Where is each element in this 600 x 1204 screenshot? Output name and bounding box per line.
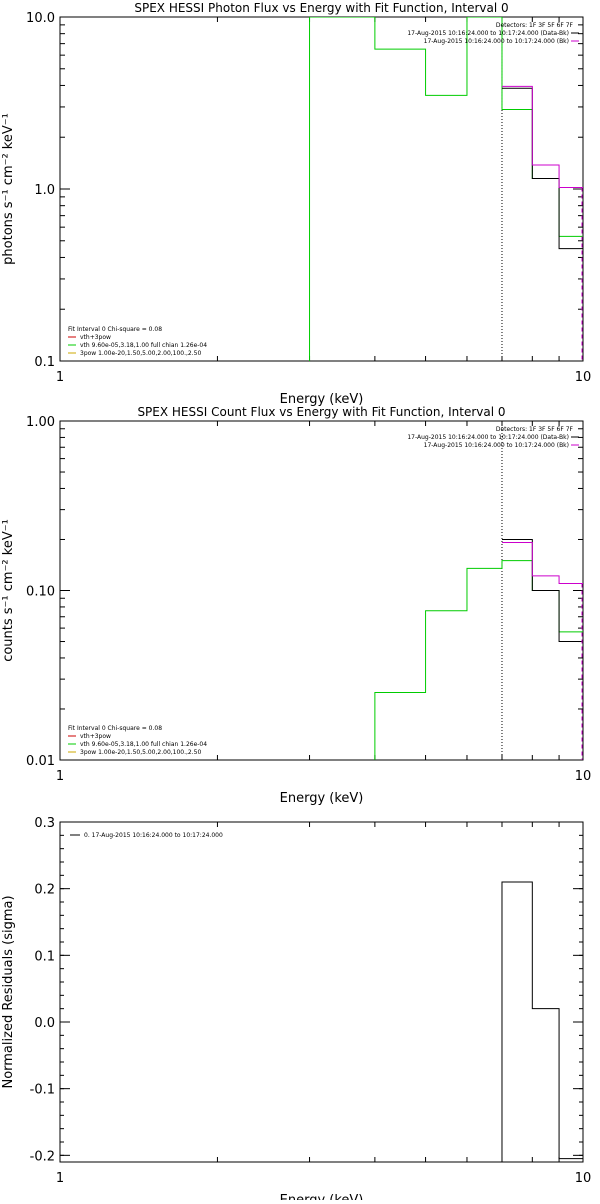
series-1-step-line	[501, 87, 583, 250]
x-tick-label: 1	[56, 769, 64, 784]
legend-entry: 17-Aug-2015 10:16:24.000 to 10:17:24.000…	[407, 30, 569, 37]
x-axis-label: Energy (keV)	[280, 1193, 364, 1200]
y-tick-label: 0.10	[26, 585, 55, 600]
series-1-step-line	[501, 538, 583, 643]
y-tick-label: 0.1	[34, 949, 55, 964]
y-tick-label: 0.0	[34, 1016, 55, 1031]
legend-entry: 17-Aug-2015 10:16:24.000 to 10:17:24.000…	[424, 38, 569, 45]
plot-frame	[59, 16, 584, 362]
x-axis-label: Energy (keV)	[280, 392, 364, 407]
legend-entry: vth 9.60e-05,3.18,1.00 full chian 1.26e-…	[80, 741, 207, 748]
legend-entry: 0. 17-Aug-2015 10:16:24.000 to 10:17:24.…	[84, 832, 223, 839]
y-tick-label: 10.0	[26, 11, 55, 26]
legend-entry: 17-Aug-2015 10:16:24.000 to 10:17:24.000…	[424, 442, 569, 449]
series-2-step-line	[501, 541, 583, 584]
x-tick-label: 10	[575, 370, 592, 385]
plot-frame	[59, 821, 584, 1163]
chart-title: SPEX HESSI Count Flux vs Energy with Fit…	[137, 405, 505, 419]
y-axis-label: counts s⁻¹ cm⁻² keV⁻¹	[1, 519, 16, 662]
fit-info: Fit Interval 0 Chi-square = 0.08	[68, 725, 162, 732]
legend-detectors: Detectors: 1F 3F 5F 6F 7F	[496, 22, 574, 29]
y-tick-label: 1.0	[34, 183, 55, 198]
legend-entry: vth 9.60e-05,3.18,1.00 full chian 1.26e-…	[80, 342, 207, 349]
legend-detectors: Detectors: 1F 3F 5F 6F 7F	[496, 426, 574, 433]
x-axis-label: Energy (keV)	[280, 791, 364, 806]
y-tick-label: 0.2	[34, 883, 55, 898]
y-tick-label: 0.1	[34, 355, 55, 370]
plot-frame	[59, 420, 584, 761]
y-axis-label: Normalized Residuals (sigma)	[1, 895, 16, 1088]
legend-entry: 3pow 1.00e-20,1.50,5.00,2.00,100.,2.50	[80, 749, 201, 756]
legend-entry: vth+3pow	[80, 334, 111, 341]
y-tick-label: 0.01	[26, 754, 55, 769]
y-tick-label: 1.00	[26, 415, 55, 430]
y-tick-label: -0.2	[30, 1149, 55, 1164]
y-tick-label: 0.3	[34, 816, 55, 831]
x-tick-label: 10	[575, 769, 592, 784]
series-2-step-line	[501, 85, 583, 189]
series-0-step-line	[309, 17, 583, 361]
x-tick-label: 10	[575, 1171, 592, 1186]
y-tick-label: -0.1	[30, 1083, 55, 1098]
x-tick-label: 1	[56, 1171, 64, 1186]
legend-entry: 17-Aug-2015 10:16:24.000 to 10:17:24.000…	[407, 434, 569, 441]
chart-title: SPEX HESSI Photon Flux vs Energy with Fi…	[134, 1, 508, 15]
legend-entry: vth+3pow	[80, 733, 111, 740]
y-axis-label: photons s⁻¹ cm⁻² keV⁻¹	[1, 113, 16, 265]
x-tick-label: 1	[56, 370, 64, 385]
fit-info: Fit Interval 0 Chi-square = 0.08	[68, 326, 162, 333]
legend-entry: 3pow 1.00e-20,1.50,5.00,2.00,100.,2.50	[80, 350, 201, 357]
series-0-step-line	[501, 881, 583, 1162]
